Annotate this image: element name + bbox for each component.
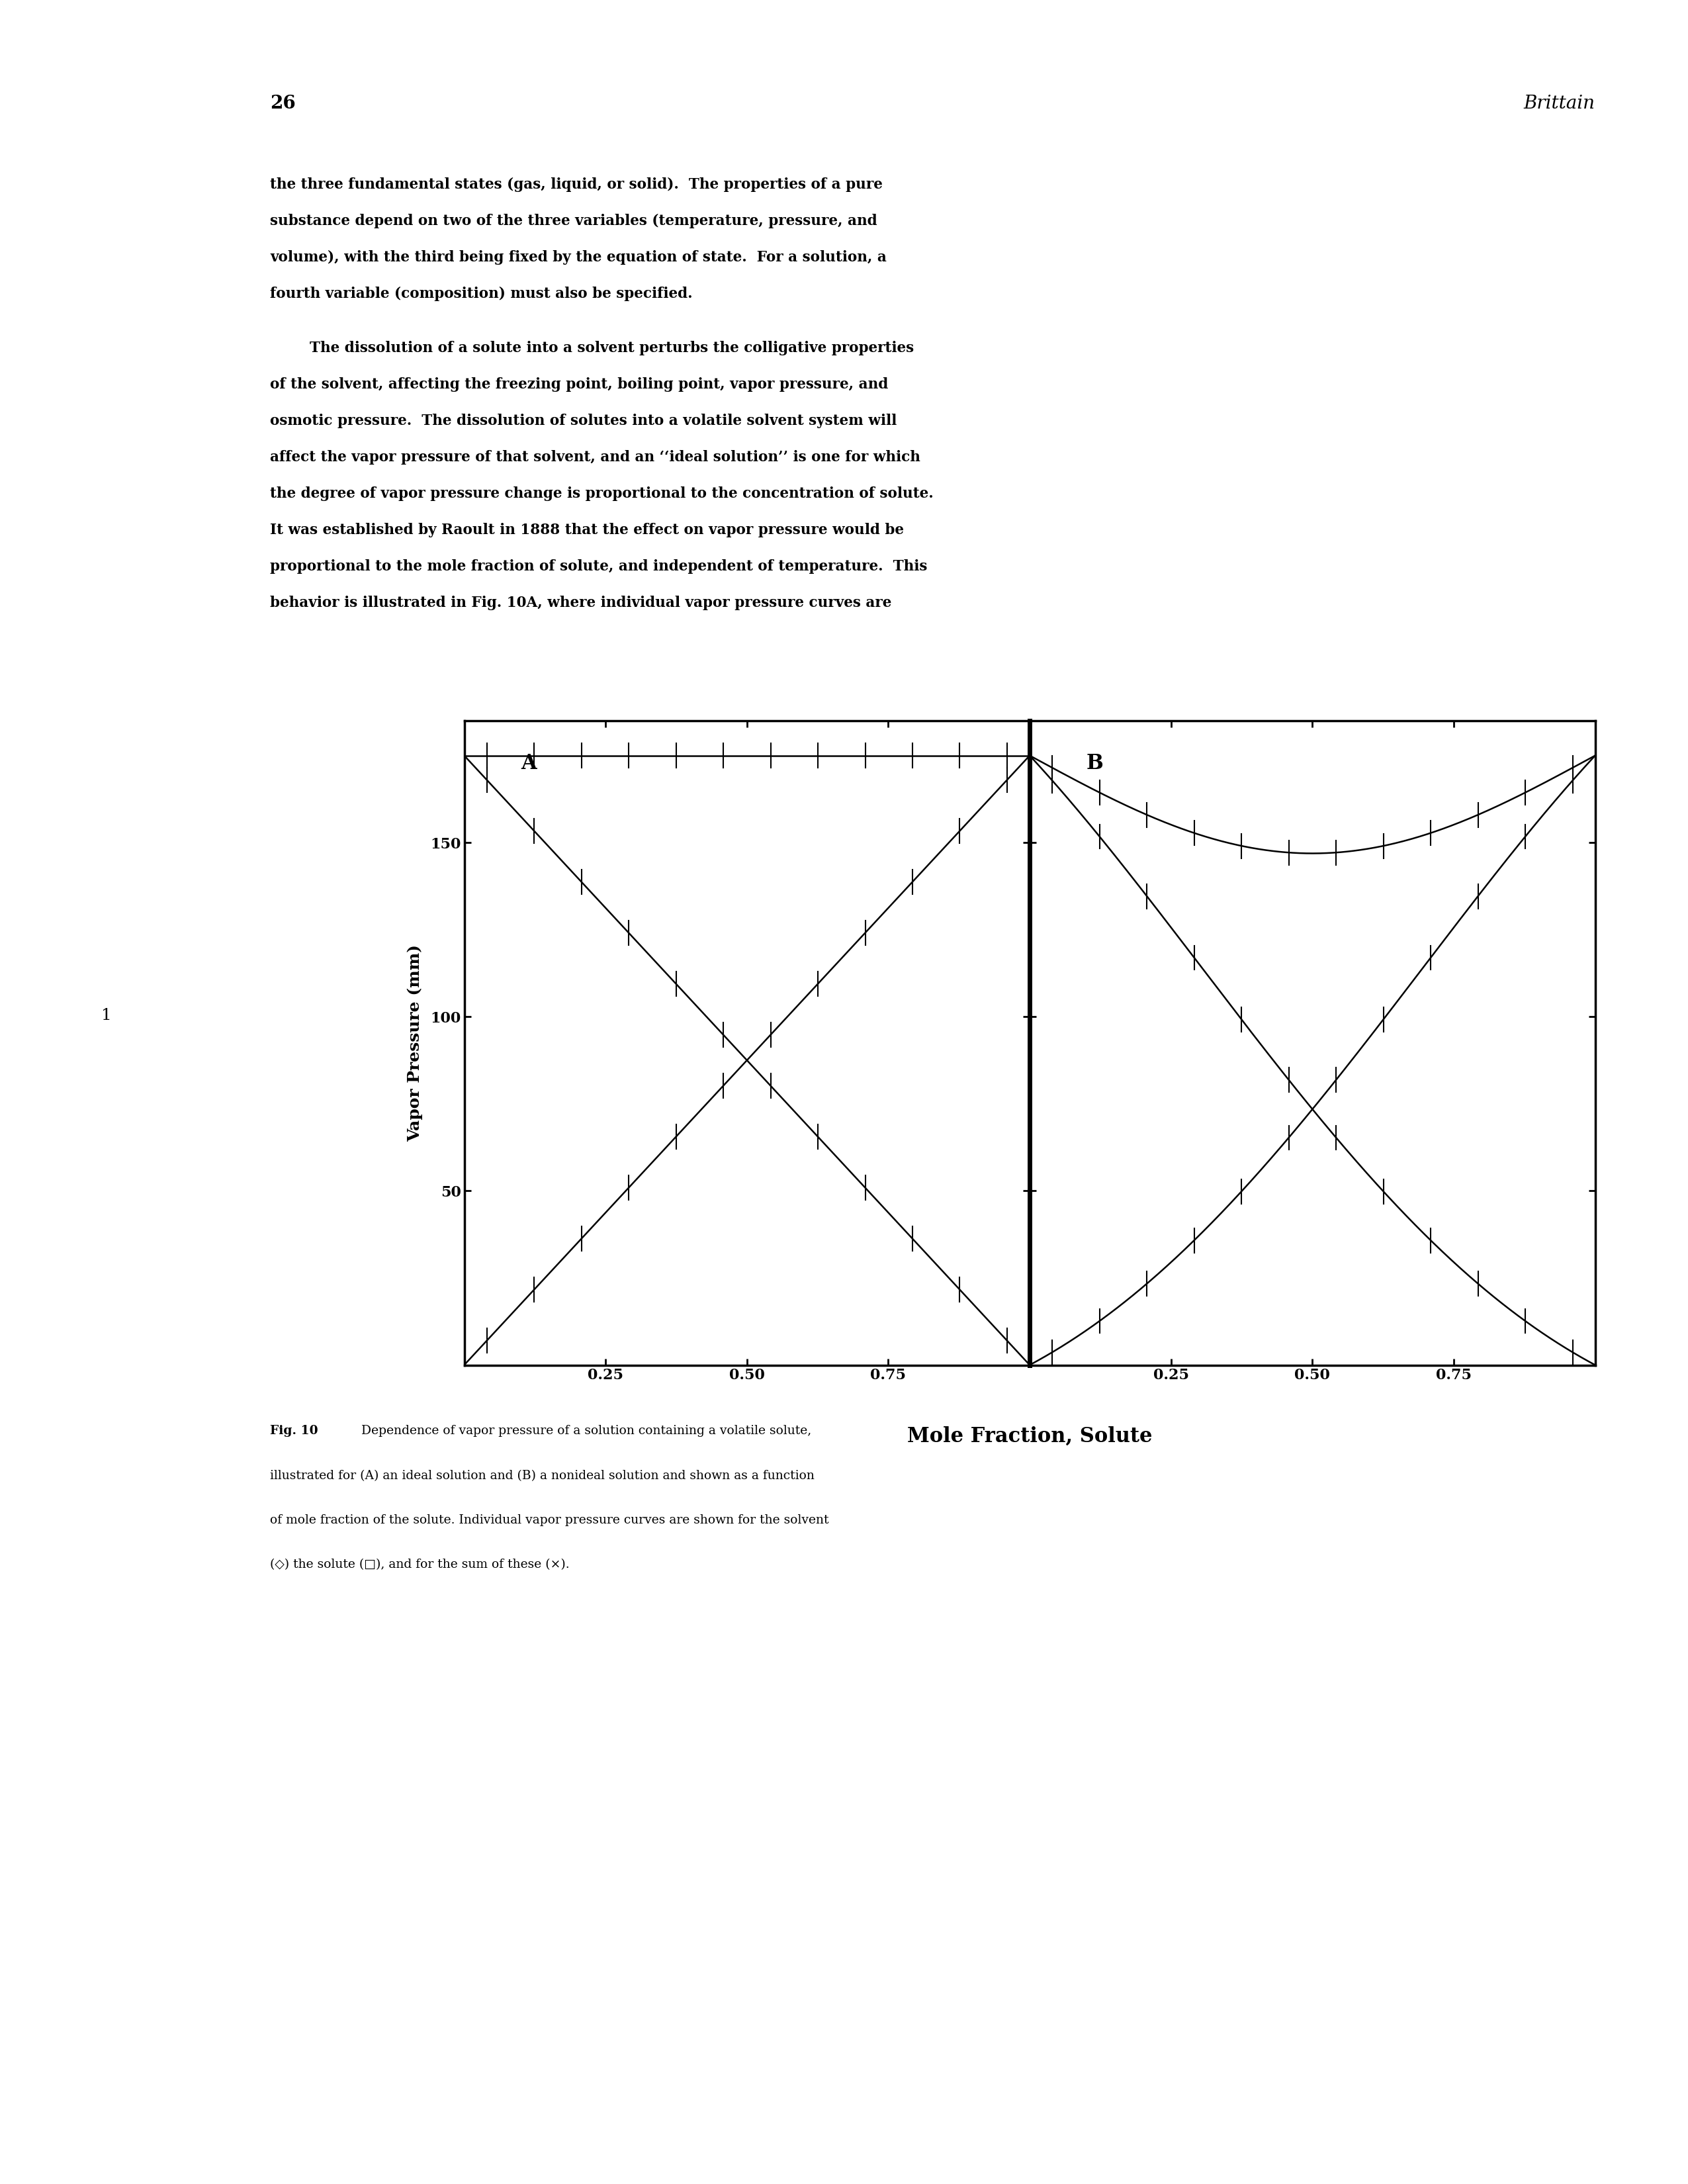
- Text: B: B: [1087, 753, 1104, 773]
- Text: osmotic pressure.  The dissolution of solutes into a volatile solvent system wil: osmotic pressure. The dissolution of sol…: [270, 413, 896, 428]
- Text: proportional to the mole fraction of solute, and independent of temperature.  Th: proportional to the mole fraction of sol…: [270, 559, 927, 574]
- Text: Mole Fraction, Solute: Mole Fraction, Solute: [906, 1426, 1153, 1446]
- Text: of mole fraction of the solute. Individual vapor pressure curves are shown for t: of mole fraction of the solute. Individu…: [270, 1514, 829, 1527]
- Text: substance depend on two of the three variables (temperature, pressure, and: substance depend on two of the three var…: [270, 214, 878, 227]
- Text: behavior is illustrated in Fig. 10A, where individual vapor pressure curves are: behavior is illustrated in Fig. 10A, whe…: [270, 596, 891, 609]
- Text: Fig. 10: Fig. 10: [270, 1426, 317, 1437]
- Text: Dependence of vapor pressure of a solution containing a volatile solute,: Dependence of vapor pressure of a soluti…: [353, 1426, 812, 1437]
- Text: affect the vapor pressure of that solvent, and an ‘‘ideal solution’’ is one for : affect the vapor pressure of that solven…: [270, 450, 920, 465]
- Text: Brittain: Brittain: [1524, 94, 1595, 114]
- Text: The dissolution of a solute into a solvent perturbs the colligative properties: The dissolution of a solute into a solve…: [270, 341, 913, 356]
- Text: the three fundamental states (gas, liquid, or solid).  The properties of a pure: the three fundamental states (gas, liqui…: [270, 177, 883, 192]
- Text: 1: 1: [101, 1009, 111, 1022]
- Text: illustrated for (A) an ideal solution and (B) a nonideal solution and shown as a: illustrated for (A) an ideal solution an…: [270, 1470, 815, 1481]
- Text: (◇) the solute (□), and for the sum of these (×).: (◇) the solute (□), and for the sum of t…: [270, 1559, 569, 1570]
- Text: the degree of vapor pressure change is proportional to the concentration of solu: the degree of vapor pressure change is p…: [270, 487, 933, 500]
- Y-axis label: Vapor Pressure (mm): Vapor Pressure (mm): [407, 943, 424, 1142]
- Text: volume), with the third being fixed by the equation of state.  For a solution, a: volume), with the third being fixed by t…: [270, 249, 886, 264]
- Text: It was established by Raoult in 1888 that the effect on vapor pressure would be: It was established by Raoult in 1888 tha…: [270, 522, 905, 537]
- Text: fourth variable (composition) must also be specified.: fourth variable (composition) must also …: [270, 286, 692, 301]
- Text: A: A: [522, 753, 537, 773]
- Text: 26: 26: [270, 94, 295, 114]
- Text: of the solvent, affecting the freezing point, boiling point, vapor pressure, and: of the solvent, affecting the freezing p…: [270, 378, 888, 391]
